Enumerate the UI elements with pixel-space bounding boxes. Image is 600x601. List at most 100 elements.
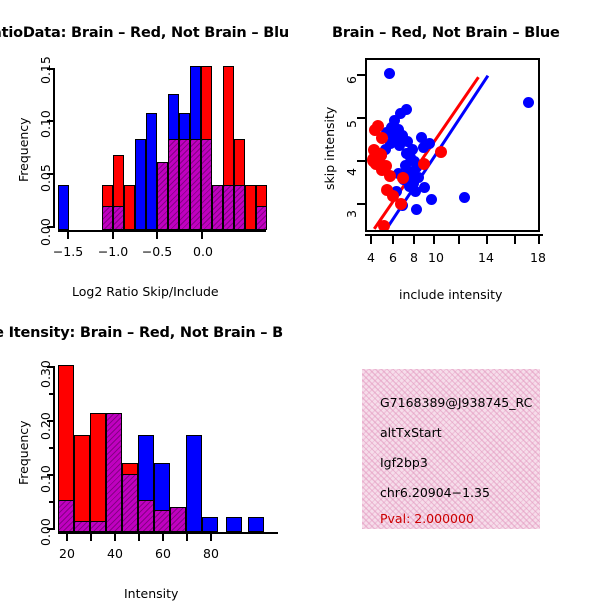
scatter-point (385, 138, 396, 149)
scatter-xtick-2: 8 (410, 250, 418, 265)
bar-overlap (190, 139, 201, 230)
bar-overlap (179, 139, 190, 230)
scatter-xtick-mark-5 (486, 236, 488, 244)
intensity-ytick-mark-1 (47, 474, 54, 476)
scatter-point (393, 124, 404, 135)
scatter-point (523, 97, 534, 108)
ratio-xtick-mark-3 (201, 232, 203, 239)
scatter-point (402, 136, 413, 147)
event-id: G7168389@J938745_RC (380, 395, 533, 410)
intensity-ytick-mark-m2 (49, 447, 54, 449)
bar-red (90, 413, 106, 532)
scatter-xtick-mark-3 (433, 236, 435, 244)
bar-overlap (201, 139, 212, 230)
scatter-ylabel: skip intensity (322, 106, 337, 190)
scatter-point (384, 170, 396, 182)
intensity-xtick-1: 40 (107, 546, 123, 561)
scatter-point (418, 158, 430, 170)
bar-blue (146, 113, 157, 230)
bar-overlap (234, 185, 245, 230)
ratio-ytick-mark-0 (47, 226, 54, 228)
scatter-point (395, 108, 406, 119)
ratio-histogram-title: atioData: Brain – Red, Not Brain – Blu (0, 25, 290, 41)
intensity-ytick-2: 0.20 (38, 412, 53, 440)
bar-blue (58, 185, 69, 230)
ratio-xtick-mark-2 (156, 232, 158, 239)
ratio-yaxis-line (53, 68, 55, 228)
scatter-point (380, 160, 392, 172)
scatter-point (401, 104, 412, 115)
intensity-ytick-mark-2 (47, 420, 54, 422)
scatter-point (413, 172, 424, 183)
intensity-ytick-mark-0 (47, 528, 54, 530)
panel-intensity-histogram: ne Itensity: Brain – Red, Not Brain – B … (0, 300, 300, 601)
scatter-ytick-mark-3 (357, 74, 365, 76)
scatter-point (397, 172, 409, 184)
bar-red (245, 185, 256, 230)
intensity-ytick-mark-3 (47, 366, 54, 368)
scatter-point (368, 144, 380, 156)
scatter-point (378, 220, 390, 230)
event-type: altTxStart (380, 425, 442, 440)
scatter-point (424, 138, 435, 149)
intensity-histogram-title: ne Itensity: Brain – Red, Not Brain – B (0, 325, 284, 341)
intensity-xaxis-line (58, 532, 278, 534)
bar-overlap (157, 162, 168, 230)
ratio-ytick-3: 0.15 (38, 56, 53, 84)
scatter-point (418, 142, 429, 153)
ratio-xtick-mark-0 (67, 232, 69, 239)
bar-blue (186, 435, 202, 532)
scatter-point (388, 132, 399, 143)
scatter-point (407, 144, 418, 155)
scatter-point (386, 122, 397, 133)
scatter-ytick-2: 5 (344, 120, 359, 128)
bar-overlap (256, 206, 267, 230)
scatter-ytick-mark-1 (357, 160, 365, 162)
scatter-point (395, 198, 407, 210)
ratio-ytick-0: 0.00 (38, 218, 53, 246)
ratio-ytick-2: 0.10 (38, 110, 53, 138)
scatter-point (381, 127, 392, 138)
panel-intensity-scatter: Brain – Red, Not Brain – Blue skip inten… (300, 0, 600, 302)
ratio-xtick-mark-1 (112, 232, 114, 239)
scatter-xtick-1: 6 (389, 250, 397, 265)
scatter-point (400, 160, 411, 171)
scatter-point (411, 204, 422, 215)
bar-overlap (122, 474, 138, 532)
scatter-point (459, 192, 470, 203)
scatter-point (435, 146, 447, 158)
bar-overlap (102, 206, 113, 230)
scatter-xtick-mark-4 (458, 236, 460, 244)
intensity-xtick-mark-1 (114, 534, 116, 541)
intensity-ytick-1: 0.10 (38, 465, 53, 493)
bar-red (74, 435, 90, 532)
intensity-xtick-3: 80 (203, 546, 219, 561)
bar-overlap (170, 507, 186, 532)
ratio-ytick-1: 0.05 (38, 164, 53, 192)
scatter-xtick-mark-7 (538, 236, 540, 244)
scatter-xtick-mark-1 (392, 236, 394, 244)
bar-overlap (154, 510, 170, 532)
scatter-point (394, 140, 405, 151)
ratio-xaxis-line (58, 230, 266, 232)
scatter-ytick-1: 4 (344, 168, 359, 176)
scatter-point (380, 144, 391, 155)
scatter-point (409, 156, 420, 167)
scatter-point (406, 170, 417, 181)
bar-overlap (74, 521, 90, 532)
intensity-histogram-bars (58, 358, 278, 532)
intensity-yaxis-line (53, 366, 55, 530)
intensity-histogram-xlabel: Intensity (124, 586, 179, 601)
intensity-histogram-ylabel: Frequency (16, 420, 31, 485)
ratio-histogram-ylabel: Frequency (16, 117, 31, 182)
intensity-xtick-mark-3 (210, 534, 212, 541)
scatter-point (416, 132, 427, 143)
scatter-point (410, 186, 421, 197)
bar-blue (248, 517, 264, 532)
bar-blue (202, 517, 218, 532)
ratio-xtick-1: −1.0 (97, 244, 129, 259)
scatter-xlabel: include intensity (399, 287, 503, 302)
scatter-point (389, 115, 400, 126)
ratio-ytick-mark-2 (47, 120, 54, 122)
ratio-ytick-mark-3 (47, 68, 54, 70)
